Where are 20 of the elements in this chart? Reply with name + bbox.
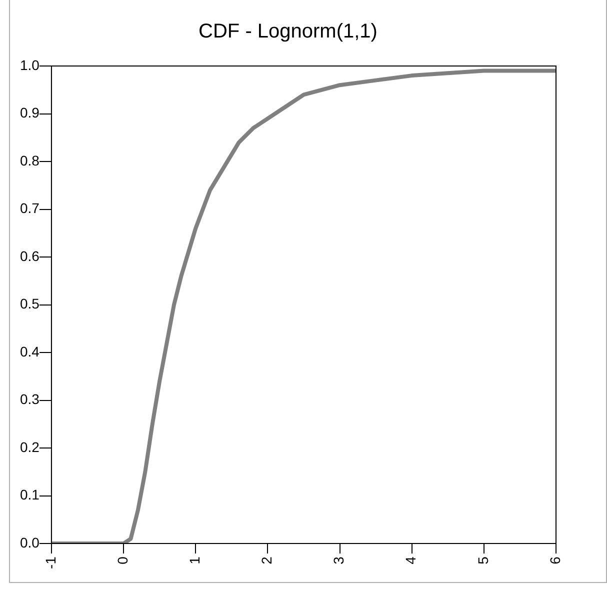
y-tick-label: 0.0 (20, 534, 40, 550)
x-tick-label: 6 (546, 556, 563, 564)
y-tick-label: 0.6 (20, 248, 40, 264)
y-tick-label: 0.2 (20, 438, 40, 455)
y-tick-label: 0.1 (20, 486, 40, 503)
y-tick-label: 0.5 (20, 296, 40, 312)
x-tick-label: 4 (402, 556, 419, 564)
y-tick-label: 0.7 (20, 200, 40, 216)
x-tick-label: 5 (474, 556, 491, 564)
y-tick-label: 0.8 (20, 152, 40, 168)
y-tick-label: 0.9 (20, 104, 40, 121)
y-tick-label: 0.3 (20, 391, 40, 408)
x-tick-label: -1 (42, 556, 58, 570)
x-tick-label: 0 (114, 556, 130, 564)
chart-title: CDF - Lognorm(1,1) (198, 20, 378, 43)
x-tick-label: 2 (258, 556, 275, 564)
x-tick-label: 3 (330, 556, 347, 564)
x-tick-label: 1 (186, 556, 202, 564)
y-tick-label: 0.4 (20, 343, 40, 360)
y-tick-label: 1.0 (20, 56, 40, 73)
